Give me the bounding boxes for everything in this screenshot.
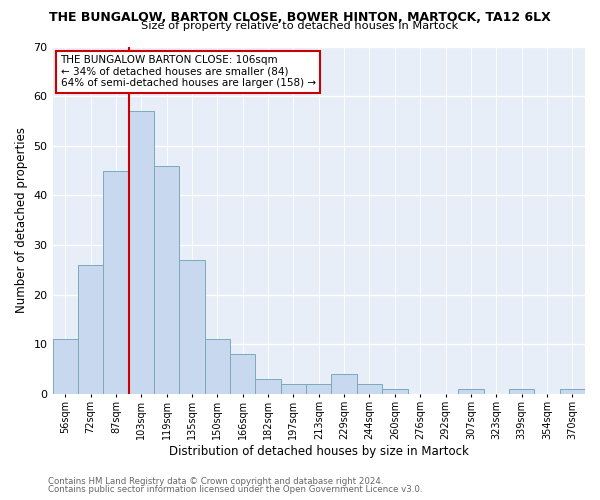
Bar <box>53 340 78 394</box>
X-axis label: Distribution of detached houses by size in Martock: Distribution of detached houses by size … <box>169 444 469 458</box>
Text: Contains public sector information licensed under the Open Government Licence v3: Contains public sector information licen… <box>48 484 422 494</box>
Bar <box>205 340 230 394</box>
Bar <box>78 265 103 394</box>
Bar <box>331 374 357 394</box>
Bar <box>179 260 205 394</box>
Bar <box>560 389 585 394</box>
Bar <box>306 384 331 394</box>
Text: Contains HM Land Registry data © Crown copyright and database right 2024.: Contains HM Land Registry data © Crown c… <box>48 477 383 486</box>
Bar <box>230 354 256 394</box>
Bar <box>256 379 281 394</box>
Bar <box>509 389 534 394</box>
Bar <box>154 166 179 394</box>
Bar <box>128 111 154 394</box>
Text: Size of property relative to detached houses in Martock: Size of property relative to detached ho… <box>142 21 458 31</box>
Bar <box>382 389 407 394</box>
Y-axis label: Number of detached properties: Number of detached properties <box>15 128 28 314</box>
Bar <box>281 384 306 394</box>
Bar <box>357 384 382 394</box>
Bar <box>103 170 128 394</box>
Bar <box>458 389 484 394</box>
Text: THE BUNGALOW, BARTON CLOSE, BOWER HINTON, MARTOCK, TA12 6LX: THE BUNGALOW, BARTON CLOSE, BOWER HINTON… <box>49 11 551 24</box>
Text: THE BUNGALOW BARTON CLOSE: 106sqm
← 34% of detached houses are smaller (84)
64% : THE BUNGALOW BARTON CLOSE: 106sqm ← 34% … <box>61 55 316 88</box>
